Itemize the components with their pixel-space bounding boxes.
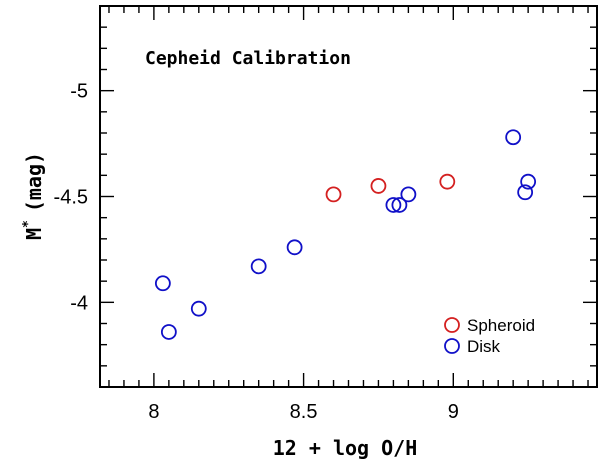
y-axis-label: M* (mag)	[21, 152, 46, 240]
data-point-disk	[520, 173, 537, 190]
x-axis-label: 12 + log O/H	[273, 436, 418, 460]
data-point-disk	[154, 275, 171, 292]
data-point-disk	[286, 239, 303, 256]
data-points-group	[154, 129, 537, 340]
x-tick-label: 8.5	[290, 401, 318, 423]
legend-label-disk: Disk	[467, 337, 501, 356]
legend-marker-disk	[444, 338, 460, 354]
ticks-group: 8 8.5 9 -5 -4.5 -4	[54, 6, 597, 423]
chart-title: Cepheid Calibration	[145, 48, 351, 69]
y-axis-label-main: M	[22, 228, 46, 240]
data-point-disk	[160, 324, 177, 340]
data-point-disk	[385, 197, 402, 213]
data-point-spheroid	[325, 186, 342, 203]
data-point-disk	[391, 197, 408, 213]
data-point-disk	[250, 258, 267, 275]
legend-marker-spheroid	[444, 317, 460, 333]
data-point-disk	[400, 186, 417, 203]
x-tick-label: 9	[448, 401, 459, 423]
legend-label-spheroid: Spheroid	[467, 316, 535, 335]
y-axis-label-unit: (mag)	[22, 152, 46, 212]
data-point-disk	[517, 184, 534, 201]
y-axis-label-superscript: *	[21, 220, 36, 228]
x-tick-label: 8	[148, 401, 159, 423]
data-point-spheroid	[439, 173, 456, 190]
y-tick-label: -4	[70, 292, 88, 314]
y-tick-label: -5	[70, 81, 88, 103]
y-tick-label: -4.5	[54, 187, 88, 209]
legend: Spheroid Disk	[444, 316, 535, 356]
data-point-disk	[505, 129, 522, 146]
data-point-disk	[190, 300, 207, 317]
data-point-spheroid	[370, 178, 387, 194]
